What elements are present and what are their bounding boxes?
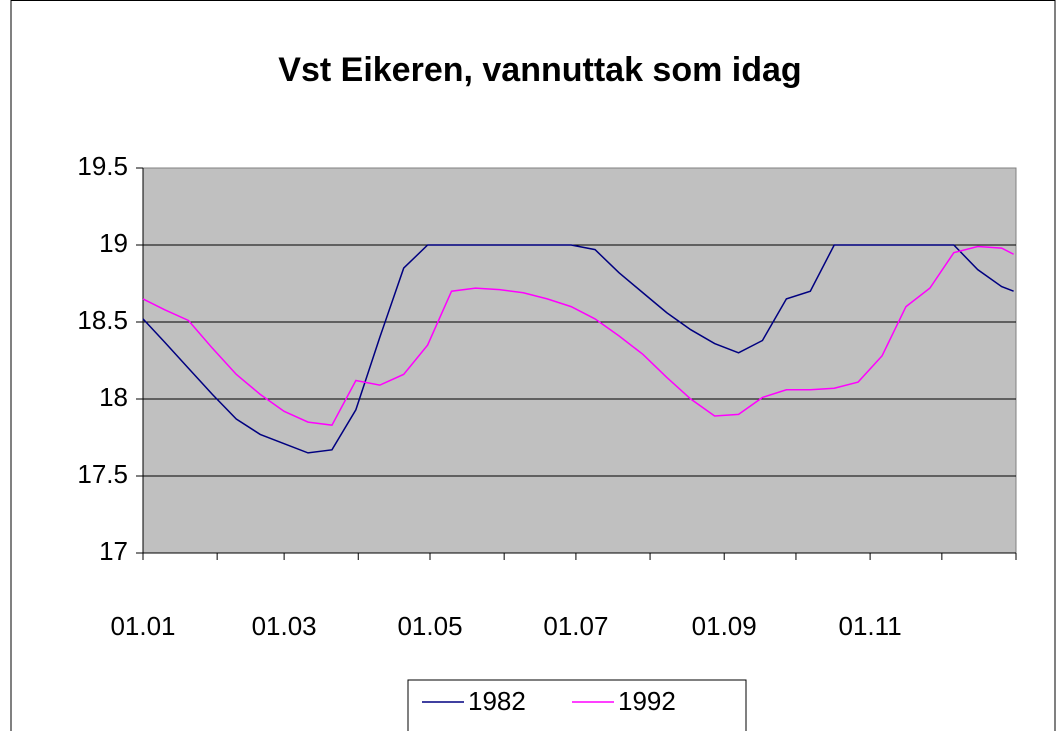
x-tick-label: 01.07 xyxy=(543,611,608,641)
plot-area xyxy=(142,167,1017,554)
x-tick-label: 01.05 xyxy=(397,611,462,641)
line-series xyxy=(142,245,1014,426)
x-tick-label: 01.01 xyxy=(110,611,175,641)
y-tick-label: 17.5 xyxy=(77,459,128,489)
legend xyxy=(407,679,747,731)
y-tick-label: 18 xyxy=(99,382,128,412)
chart-title: Vst Eikeren, vannuttak som idag xyxy=(278,51,801,89)
y-tick-label: 18.5 xyxy=(77,305,128,335)
y-tick-label: 19 xyxy=(99,228,128,258)
x-tick-label: 01.11 xyxy=(839,611,902,641)
y-tick-label: 17 xyxy=(99,536,128,566)
x-tick-label: 01.03 xyxy=(252,611,317,641)
legend-label: 1982 xyxy=(468,686,526,716)
y-tick-label: 19.5 xyxy=(77,151,128,181)
x-tick-label: 01.09 xyxy=(692,611,757,641)
legend-label: 1992 xyxy=(618,686,676,716)
line-series xyxy=(142,244,1014,454)
